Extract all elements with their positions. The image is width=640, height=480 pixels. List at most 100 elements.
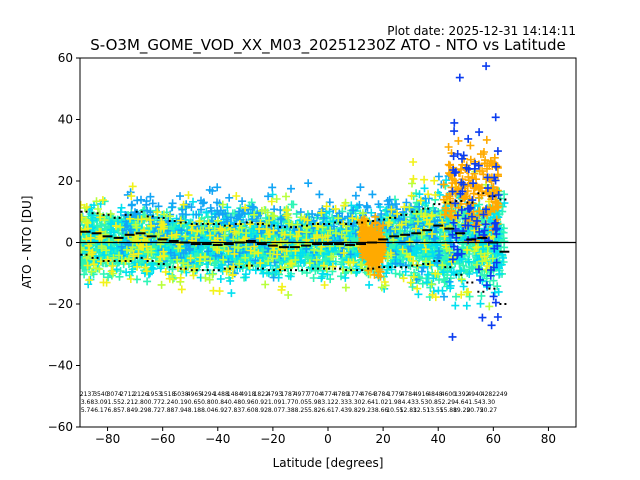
bin-label: 4764: [361, 391, 376, 398]
bin-label: 8.66: [375, 407, 389, 414]
x-tick-label: −40: [205, 432, 230, 446]
bin-label: 4848: [427, 391, 442, 398]
y-tick-label: 40: [58, 113, 73, 127]
bin-label: 4784: [401, 391, 416, 398]
x-tick-label: 60: [486, 432, 501, 446]
bin-label: 6.61: [321, 407, 335, 414]
bin-label: 1.55: [108, 399, 122, 406]
bin-label: 4940: [467, 391, 482, 398]
stats-layer: [80, 192, 510, 305]
bin-label: 5038: [173, 391, 188, 398]
bin-label: 2.21: [121, 399, 135, 406]
bin-label: 0.92: [255, 399, 269, 406]
chart-title: S-O3M_GOME_VOD_XX_M03_20251230Z ATO - NT…: [90, 36, 566, 55]
x-tick-label: 20: [375, 432, 390, 446]
bin-label: 2137: [80, 391, 95, 398]
bin-label: 0.77: [148, 399, 162, 406]
bin-label: 5.82: [308, 407, 322, 414]
x-tick-label: −20: [260, 432, 285, 446]
bin-label: 1.77: [281, 399, 295, 406]
bin-label: 4918: [240, 391, 255, 398]
y-tick-label: 20: [58, 174, 73, 188]
bin-label: 0.96: [241, 399, 255, 406]
bin-label: 4916: [414, 391, 429, 398]
bin-label: 2.33: [335, 399, 349, 406]
bin-label: 0.84: [214, 399, 228, 406]
x-tick-label: −80: [95, 432, 120, 446]
scatter-points-blue: [448, 62, 503, 341]
bin-label: 0.05: [295, 399, 309, 406]
y-axis: −60 −40 −20 0 20 40 60: [48, 51, 80, 434]
bin-label: 7.38: [281, 407, 295, 414]
bin-label: 2.80: [134, 399, 148, 406]
bin-label: 8.25: [295, 407, 309, 414]
y-axis-label: ATO - NTO [DU]: [20, 196, 34, 289]
bin-label: 1518: [160, 391, 175, 398]
bin-label: 1822: [254, 391, 269, 398]
bin-label: 6.85: [108, 407, 122, 414]
bin-label: 0.85: [428, 399, 442, 406]
bin-label: 7704: [307, 391, 322, 398]
bin-label: 2.29: [442, 399, 456, 406]
bin-label: 4294: [200, 391, 215, 398]
bin-label: 3074: [107, 391, 122, 398]
bin-label: 9.82: [348, 407, 362, 414]
bin-label: 2712: [120, 391, 135, 398]
bin-label: 3.30: [348, 399, 362, 406]
bin-label: 8.04: [201, 407, 215, 414]
bin-label: 9.29: [134, 407, 148, 414]
bin-label: 13.55: [426, 407, 443, 414]
bin-label: 6.17: [94, 407, 108, 414]
bin-label: 20.27: [480, 407, 497, 414]
bin-label: 12.51: [413, 407, 430, 414]
chart-subtitle: Plot date: 2025-12-31 14:14:11: [387, 24, 576, 38]
y-tick-label: −40: [48, 359, 73, 373]
x-tick-label: −60: [150, 432, 175, 446]
bin-label: 1484: [227, 391, 242, 398]
bin-label: 8.72: [148, 407, 162, 414]
bin-label: 3.30: [482, 399, 496, 406]
scatter-points-yellow: [80, 158, 497, 302]
bin-label: 4.64: [455, 399, 469, 406]
bin-label: 1787: [280, 391, 295, 398]
bin-label: 9.23: [361, 407, 375, 414]
bin-label: 8.92: [255, 407, 269, 414]
y-tick-label: 0: [65, 236, 73, 250]
bin-label: 7.88: [161, 407, 175, 414]
bin-label: 3.12: [321, 399, 335, 406]
bin-label: 0.19: [174, 399, 188, 406]
bin-label: 4600: [441, 391, 456, 398]
bin-label: 12.83: [400, 407, 417, 414]
bin-label: 1.09: [268, 399, 282, 406]
bin-label: 1488: [214, 391, 229, 398]
x-axis-label: Latitude [degrees]: [273, 456, 384, 470]
bin-label: 5.74: [81, 407, 95, 414]
bin-label: 249: [496, 391, 508, 398]
bin-label: 0.48: [228, 399, 242, 406]
bin-label: 4774: [320, 391, 335, 398]
bin-label: 2.24: [161, 399, 175, 406]
bin-label: 8.07: [268, 407, 282, 414]
y-tick-label: −60: [48, 420, 73, 434]
bin-label: 7.84: [121, 407, 135, 414]
bin-label: 4.43: [402, 399, 416, 406]
bin-label: 4793: [267, 391, 282, 398]
points-layer: [80, 62, 509, 341]
bin-label: 1774: [347, 391, 362, 398]
bin-label: 20.75: [466, 407, 483, 414]
bin-label: 1.02: [375, 399, 389, 406]
bin-label: 2.64: [361, 399, 375, 406]
bin-label: 7.94: [174, 407, 188, 414]
bin-label: 0.65: [188, 399, 202, 406]
y-tick-label: −20: [48, 297, 73, 311]
bin-label: 7.83: [228, 407, 242, 414]
bin-label: 0.80: [201, 399, 215, 406]
bin-label: 3540: [93, 391, 108, 398]
bin-label: 4282: [481, 391, 496, 398]
bin-label: 4789: [334, 391, 349, 398]
bin-label: 6.92: [214, 407, 228, 414]
bin-label: 7.43: [335, 407, 349, 414]
bin-label: 1.54: [468, 399, 482, 406]
